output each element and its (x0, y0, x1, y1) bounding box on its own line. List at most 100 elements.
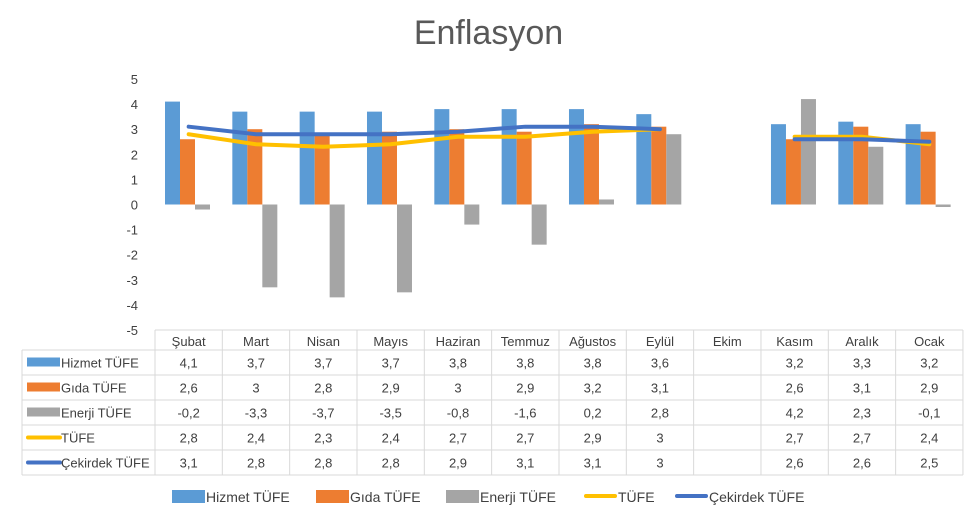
data-label: 2,3 (314, 431, 332, 446)
table-series-label: TÜFE (61, 431, 95, 446)
y-tick-label: -3 (126, 273, 138, 288)
y-tick-label: -5 (126, 323, 138, 338)
data-label: 2,7 (853, 431, 871, 446)
data-label: 2,8 (314, 381, 332, 396)
bar-gıda-tüfe (516, 131, 532, 205)
category-label: Kasım (776, 334, 813, 349)
data-label: 2,9 (920, 381, 938, 396)
bar-enerji-tüfe (396, 204, 412, 293)
data-label: 2,4 (920, 431, 938, 446)
category-label: Nisan (307, 334, 340, 349)
data-label: 2,7 (449, 431, 467, 446)
legend-label: Hizmet TÜFE (206, 488, 290, 505)
bar-gıda-tüfe (785, 139, 801, 205)
bar-gıda-tüfe (449, 129, 465, 205)
bar-enerji-tüfe (800, 99, 816, 205)
legend-key (27, 382, 60, 392)
data-label: 3,7 (247, 356, 265, 371)
category-label: Mayıs (373, 334, 408, 349)
bar-gıda-tüfe (583, 124, 599, 205)
bar-gıda-tüfe (381, 131, 397, 205)
data-label: 3 (252, 381, 259, 396)
data-label: 3,2 (584, 381, 602, 396)
bar-enerji-tüfe (868, 146, 884, 205)
data-label: 2,5 (920, 456, 938, 471)
data-label: -0,1 (918, 406, 940, 421)
category-label: Aralık (845, 334, 879, 349)
bar-hizmet-tüfe (770, 124, 786, 205)
data-label: 2,6 (786, 456, 804, 471)
legend-label: Gıda TÜFE (350, 488, 421, 505)
legend-key (27, 357, 60, 367)
data-label: 2,7 (786, 431, 804, 446)
data-label: 0,2 (584, 406, 602, 421)
category-label: Temmuz (501, 334, 550, 349)
table-series-label: Hizmet TÜFE (61, 356, 139, 371)
y-tick-label: 0 (131, 198, 138, 213)
data-label: 2,4 (247, 431, 265, 446)
data-label: 3,6 (651, 356, 669, 371)
data-label: 3,2 (786, 356, 804, 371)
data-label: 2,9 (516, 381, 534, 396)
bar-gıda-tüfe (853, 126, 869, 205)
bar-hizmet-tüfe (299, 111, 315, 205)
y-tick-label: 1 (131, 172, 138, 187)
line-çekirdek-tüfe (186, 124, 662, 137)
data-label: 2,7 (516, 431, 534, 446)
data-label: 2,6 (853, 456, 871, 471)
data-label: 3 (656, 456, 663, 471)
data-label: 3,7 (382, 356, 400, 371)
bar-gıda-tüfe (314, 134, 330, 205)
bar-enerji-tüfe (464, 204, 480, 225)
data-label: 2,4 (382, 431, 400, 446)
category-label: Haziran (436, 334, 481, 349)
table-series-label: Gıda TÜFE (61, 381, 127, 396)
bar-enerji-tüfe (598, 199, 614, 205)
bar-enerji-tüfe (935, 204, 951, 208)
data-label: 2,6 (180, 381, 198, 396)
table-series-label: Çekirdek TÜFE (61, 456, 150, 471)
data-label: 3,1 (180, 456, 198, 471)
legend-key (27, 407, 60, 417)
legend-label: Enerji TÜFE (480, 488, 556, 505)
data-label: 4,1 (180, 356, 198, 371)
data-label: 3,1 (516, 456, 534, 471)
legend-marker (446, 490, 479, 503)
data-label: 4,2 (786, 406, 804, 421)
bar-gıda-tüfe (920, 131, 936, 205)
bar-hizmet-tüfe (501, 109, 517, 205)
bar-hizmet-tüfe (905, 124, 921, 205)
y-tick-label: 4 (131, 97, 138, 112)
bar-hizmet-tüfe (568, 109, 584, 205)
data-label: 2,6 (786, 381, 804, 396)
data-label: 3,3 (853, 356, 871, 371)
data-label: 3 (656, 431, 663, 446)
table-series-label: Enerji TÜFE (61, 406, 132, 421)
bar-hizmet-tüfe (165, 101, 180, 205)
data-label: 2,9 (382, 381, 400, 396)
data-label: -1,6 (514, 406, 536, 421)
category-label: Eylül (646, 334, 674, 349)
data-label: -3,5 (379, 406, 401, 421)
data-label: 2,8 (382, 456, 400, 471)
data-label: 3,8 (516, 356, 534, 371)
data-label: 3,7 (314, 356, 332, 371)
data-label: 2,8 (651, 406, 669, 421)
data-label: 2,8 (180, 431, 198, 446)
category-label: Ocak (914, 334, 945, 349)
bar-enerji-tüfe (666, 134, 682, 205)
legend-label: TÜFE (618, 488, 655, 505)
line-çekirdek-tüfe (792, 137, 932, 144)
category-label: Ekim (713, 334, 742, 349)
data-label: 3,1 (853, 381, 871, 396)
data-label: -0,2 (177, 406, 199, 421)
bar-enerji-tüfe (195, 204, 210, 210)
category-label: Mart (243, 334, 269, 349)
y-tick-label: 5 (131, 72, 138, 87)
category-label: Ağustos (569, 334, 616, 349)
data-label: 3,8 (449, 356, 467, 371)
bar-enerji-tüfe (262, 204, 278, 288)
bar-hizmet-tüfe (838, 121, 854, 205)
legend-label: Çekirdek TÜFE (709, 488, 804, 505)
chart-title: Enflasyon (413, 14, 564, 52)
